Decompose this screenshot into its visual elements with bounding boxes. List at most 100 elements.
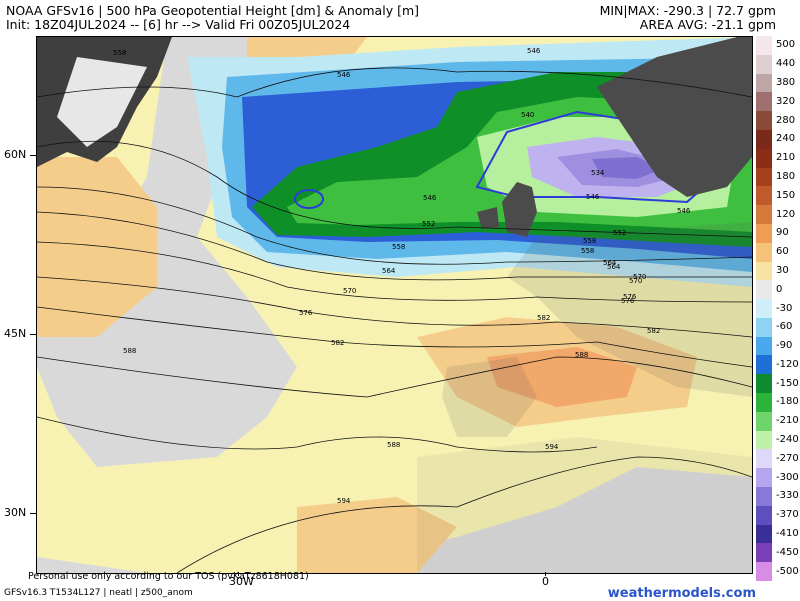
chart-title: NOAA GFSv16 | 500 hPa Geopotential Heigh… (6, 3, 419, 18)
colorbar-label: 150 (776, 189, 796, 201)
colorbar-cell (756, 393, 772, 413)
negative-anomaly-purple (592, 157, 662, 179)
lat-label-30n: 30N (4, 506, 27, 519)
colorbar-cell (756, 111, 772, 131)
colorbar-cell (756, 242, 772, 262)
height-contours (37, 67, 752, 573)
contour-label: 558 (392, 243, 405, 251)
colorbar-cell (756, 186, 772, 206)
minmax-text: MIN|MAX: -290.3 | 72.7 gpm (599, 3, 776, 18)
contour-label: 564 (382, 267, 396, 275)
colorbar-cell (756, 36, 772, 56)
colorbar-cell (756, 524, 772, 544)
colorbar-label: -410 (776, 528, 799, 540)
ireland-land (477, 207, 499, 229)
colorbar-cell (756, 205, 772, 225)
colorbar-label: -30 (776, 302, 793, 314)
britain-land (502, 182, 537, 237)
contour-label: 552 (613, 229, 626, 237)
contour-label: 588 (123, 347, 136, 355)
model-info: GFSv16.3 T1534L127 | neatl | z500_anom (4, 588, 193, 598)
colorbar-cell (756, 129, 772, 150)
colorbar-cell (756, 374, 772, 394)
lat-tick (30, 155, 36, 156)
iberia-land (442, 357, 537, 437)
brand-logo-text: weathermodels.com (607, 586, 756, 601)
colorbar-cell (756, 223, 772, 244)
colorbar-label: 180 (776, 170, 796, 182)
colorbar-label: -500 (776, 565, 799, 577)
colorbar-label: -150 (776, 377, 799, 389)
colorbar-label: -180 (776, 396, 799, 408)
colorbar-label: 440 (776, 58, 796, 70)
contour-label: 558 (581, 247, 594, 255)
lat-label-45n: 45N (4, 327, 27, 340)
colorbar-cell (756, 299, 772, 319)
contour-label: 564 (607, 263, 621, 271)
contour-label: 594 (545, 443, 559, 451)
contour-label: 576 (299, 309, 313, 317)
colorbar-label: 240 (776, 133, 796, 145)
colorbar-label: -120 (776, 358, 799, 370)
lat-tick (30, 513, 36, 514)
contour-label: 570 (633, 273, 646, 281)
contour-label: 588 (575, 351, 588, 359)
warm-anomaly-patch (487, 347, 637, 407)
contour-label: 588 (387, 441, 400, 449)
colorbar-cell (756, 449, 772, 469)
colorbar-label: 0 (776, 283, 783, 295)
colorbar-label: -210 (776, 415, 799, 427)
colorbar-cell (756, 336, 772, 356)
contour-label: 546 (586, 193, 600, 201)
colorbar-label: -90 (776, 340, 793, 352)
contour-label: 552 (422, 220, 435, 228)
colorbar-label: 320 (776, 95, 796, 107)
contour-label: 558 (583, 237, 596, 245)
colorbar-cell (756, 280, 772, 300)
colorbar-label: 210 (776, 152, 796, 164)
lat-tick (30, 334, 36, 335)
contour-label: 546 (677, 207, 691, 215)
colorbar-label: 380 (776, 76, 796, 88)
contour-labels: 546 546 546 558 558 564 570 576 582 582 … (113, 47, 691, 505)
colorbar-label: 500 (776, 39, 796, 51)
lon-label-0: 0 (542, 575, 549, 588)
colorbar-label: -270 (776, 452, 799, 464)
colorbar-cell (756, 73, 772, 93)
colorbar-label: 280 (776, 114, 796, 126)
colorbar-cell (756, 505, 772, 526)
colorbar-cell (756, 317, 772, 338)
colorbar-cell (756, 261, 772, 281)
colorbar-label: -450 (776, 546, 799, 558)
colorbar-cell (756, 92, 772, 112)
colorbar-label: -300 (776, 471, 799, 483)
scandinavia-land (597, 37, 752, 197)
area-avg-text: AREA AVG: -21.1 gpm (639, 17, 776, 32)
map-svg: 546 546 546 558 558 564 570 576 582 582 … (37, 37, 752, 573)
lon-tick (545, 572, 546, 576)
contour-label: 570 (629, 277, 642, 285)
colorbar-cell (756, 430, 772, 450)
init-valid-line: Init: 18Z04JUL2024 -- [6] hr --> Valid F… (6, 17, 351, 32)
colorbar-label: 90 (776, 227, 789, 239)
warm-anomaly-patch (297, 497, 457, 573)
colorbar-label: -60 (776, 321, 793, 333)
africa-land (417, 437, 752, 573)
personal-use-notice: Personal use only according to our TOS (… (28, 571, 309, 582)
contour-label: 576 (621, 297, 635, 305)
lon-tick (238, 572, 239, 576)
colorbar-cell (756, 355, 772, 375)
weather-map: 546 546 546 558 558 564 570 576 582 582 … (36, 36, 753, 574)
colorbar-cell (756, 543, 772, 563)
contour-label: 540 (521, 111, 534, 119)
warm-anomaly-patch (37, 157, 157, 337)
colorbar-label: -370 (776, 509, 799, 521)
contour-label: 576 (623, 293, 637, 301)
contour-label: 594 (337, 497, 351, 505)
colorbar-cell (756, 468, 772, 488)
anomaly-outline (294, 189, 324, 209)
colorbar-cell (756, 487, 772, 507)
colorbar-cell (756, 54, 772, 75)
lat-label-60n: 60N (4, 148, 27, 161)
contour-label: 582 (537, 314, 550, 322)
